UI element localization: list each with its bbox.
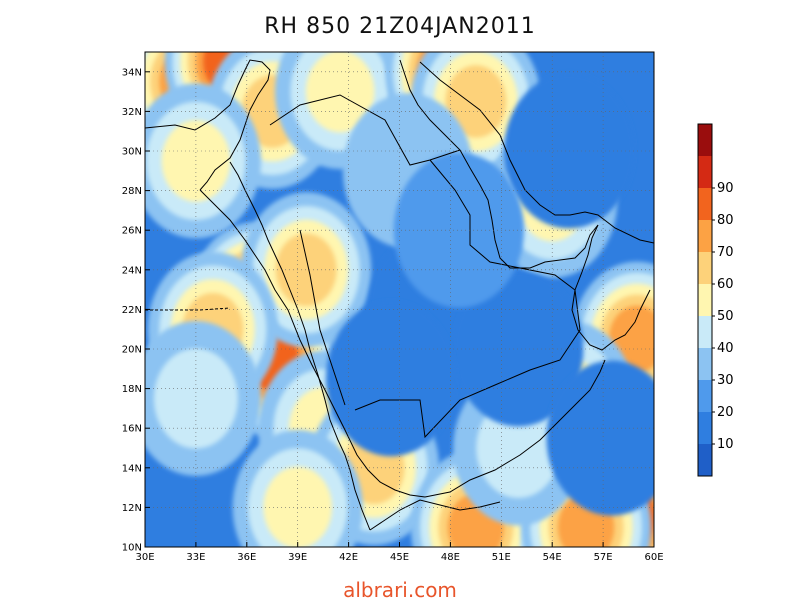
oman-coast [571, 224, 651, 351]
lat-tick-label: 18N [122, 384, 142, 395]
colorbar-label: 20 [717, 405, 734, 420]
northern-borders [269, 94, 461, 166]
lat-tick-label: 22N [122, 305, 142, 316]
lon-tick-label: 60E [644, 552, 663, 563]
field-contour [445, 65, 507, 138]
lat-tick-labels: 10N 12N 14N 16N 18N 20N 22N 24N 26N 28N 30N 32N 34N [122, 67, 150, 554]
lon-tick-label: 42E [339, 552, 358, 563]
lon-tick-labels: 30E 33E 36E 39E 42E 45E 48E 51E 54E 57E 60E [135, 542, 664, 563]
colorbar-frame [697, 123, 713, 477]
southern-arabia-coast [424, 359, 606, 498]
lat-tick-label: 30N [122, 147, 142, 158]
watermark-text: albrari.com [343, 578, 457, 602]
field-blob [546, 360, 654, 516]
red-sea-east-coast [199, 189, 426, 498]
field-contour [263, 466, 332, 547]
colorbar-label: 50 [717, 309, 734, 324]
lat-tick-label: 32N [122, 107, 142, 118]
colorbar: 10 20 30 40 50 60 70 80 90 [697, 123, 734, 477]
lon-tick-label: 36E [237, 552, 256, 563]
colorbar-label: 40 [717, 341, 734, 356]
lat-tick-label: 14N [122, 463, 142, 474]
grid-lines [145, 52, 654, 547]
field-blob [325, 301, 457, 457]
field-contour [393, 152, 524, 308]
field-contour [153, 348, 238, 449]
field-blob [393, 152, 524, 308]
lon-tick-label: 48E [441, 552, 460, 563]
lon-tick-label: 51E [492, 552, 511, 563]
field-contour [453, 271, 584, 427]
field-contour [325, 301, 457, 457]
rh-field [145, 52, 654, 547]
horn-coast [369, 499, 501, 531]
lat-tick-label: 12N [122, 503, 142, 514]
chart-title: RH 850 21Z04JAN2011 [264, 14, 536, 39]
lat-tick-label: 24N [122, 265, 142, 276]
lat-tick-label: 20N [122, 345, 142, 356]
lon-tick-label: 54E [543, 552, 562, 563]
colorbar-swatch [698, 156, 712, 188]
lon-tick-label: 39E [288, 552, 307, 563]
lat-tick-label: 28N [122, 186, 142, 197]
colorbar-swatch [698, 284, 712, 316]
colorbar-swatch [698, 252, 712, 284]
colorbar-swatch [698, 412, 712, 444]
field-contour [546, 360, 654, 516]
inland-border [299, 229, 346, 406]
colorbar-label: 30 [717, 373, 734, 388]
field-blob [453, 271, 584, 427]
field-contour [275, 233, 337, 307]
coastlines [145, 59, 654, 531]
colorbar-swatch [698, 444, 712, 476]
colorbar-swatch [698, 220, 712, 252]
lat-tick-label: 10N [122, 543, 142, 554]
lon-tick-label: 57E [594, 552, 613, 563]
lon-tick-label: 45E [390, 552, 409, 563]
field-contour [476, 398, 561, 498]
colorbar-swatch [698, 316, 712, 348]
colorbar-label: 10 [717, 437, 734, 452]
colorbar-swatch [698, 188, 712, 220]
colorbar-label: 70 [717, 245, 734, 260]
lat-tick-label: 34N [122, 67, 142, 78]
colorbar-label: 60 [717, 277, 734, 292]
lat-tick-label: 16N [122, 424, 142, 435]
colorbar-swatch [698, 124, 712, 156]
gulf-west-coast [399, 59, 599, 269]
levant-coast [145, 59, 271, 191]
lat-tick-label: 26N [122, 226, 142, 237]
lon-tick-label: 30E [135, 552, 154, 563]
egypt-sudan-border [145, 307, 231, 311]
colorbar-swatch [698, 380, 712, 412]
field-contour [305, 52, 375, 133]
colorbar-swatch [698, 348, 712, 380]
lon-tick-label: 33E [186, 552, 205, 563]
gulf-north-coast [419, 61, 654, 244]
national-borders [354, 159, 581, 439]
colorbar-label: 90 [717, 181, 734, 196]
field-blob [145, 321, 261, 476]
colorbar-label: 80 [717, 213, 734, 228]
